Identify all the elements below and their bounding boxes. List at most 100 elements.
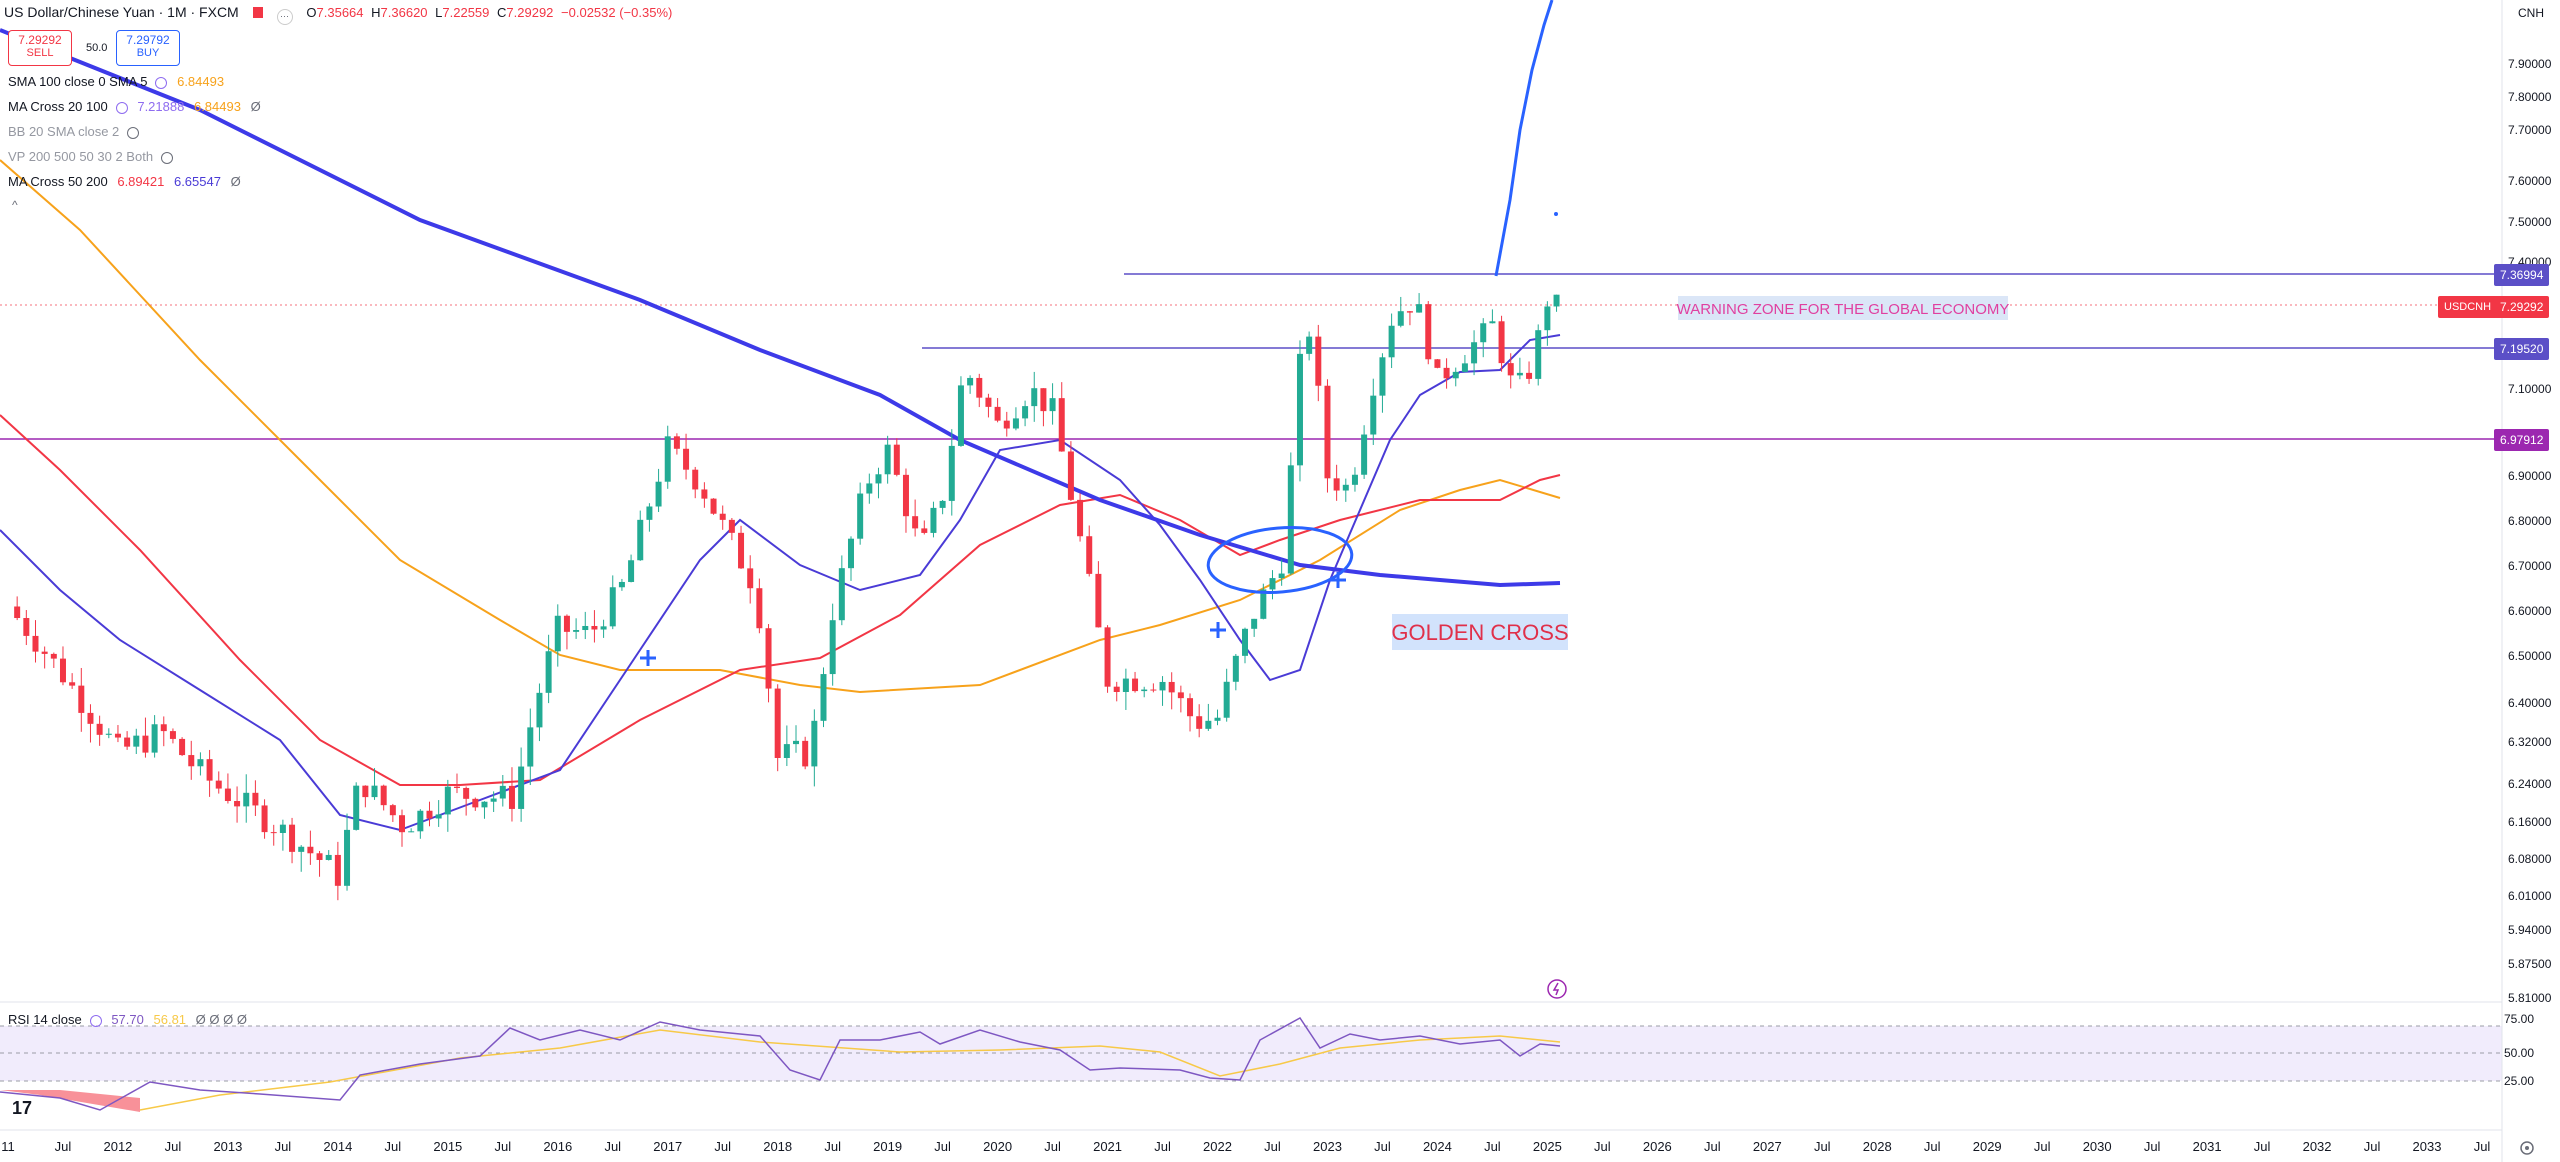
candle[interactable] xyxy=(1113,686,1120,692)
candle[interactable] xyxy=(847,538,854,569)
candle[interactable] xyxy=(270,832,277,834)
candle[interactable] xyxy=(893,444,900,475)
candle[interactable] xyxy=(87,712,94,724)
more-icon[interactable]: ⋯ xyxy=(276,9,293,25)
candle[interactable] xyxy=(1406,311,1413,313)
time-axis[interactable]: 11 Jul 2012 Jul 2013 Jul 2014 Jul 2015 Jul 2016 Jul… xyxy=(1,1139,2490,1154)
candle[interactable] xyxy=(206,759,213,781)
candle[interactable] xyxy=(197,759,204,767)
candle[interactable] xyxy=(1296,353,1303,466)
candle[interactable] xyxy=(957,385,964,446)
candle[interactable] xyxy=(279,824,286,833)
candle[interactable] xyxy=(921,528,928,533)
candle[interactable] xyxy=(985,397,992,407)
candle[interactable] xyxy=(838,568,845,621)
candle[interactable] xyxy=(169,731,176,739)
candle[interactable] xyxy=(371,785,378,798)
candle[interactable] xyxy=(344,829,351,886)
candle[interactable] xyxy=(994,406,1001,421)
candle[interactable] xyxy=(1012,418,1019,429)
candle[interactable] xyxy=(1526,372,1533,379)
candle[interactable] xyxy=(554,615,561,652)
candle[interactable] xyxy=(426,810,433,819)
candle[interactable] xyxy=(884,444,891,475)
candle[interactable] xyxy=(261,805,268,833)
candle[interactable] xyxy=(399,815,406,833)
symbol-title[interactable]: US Dollar/Chinese Yuan · 1M · FXCM xyxy=(4,4,239,20)
candle[interactable] xyxy=(1040,388,1047,412)
hidden-eye-icon[interactable] xyxy=(127,126,140,139)
indicator-ma-cross-20-100[interactable]: MA Cross 20 100 7.21888 6.84493 Ø xyxy=(8,99,261,114)
candle[interactable] xyxy=(1425,304,1432,360)
candle[interactable] xyxy=(14,606,21,619)
golden-cross-box[interactable] xyxy=(1392,614,1568,650)
candle[interactable] xyxy=(719,513,726,520)
candle[interactable] xyxy=(1196,716,1203,729)
candle[interactable] xyxy=(453,786,460,788)
price-tag-current[interactable]: 7.29292 xyxy=(2494,296,2550,318)
candle[interactable] xyxy=(1232,655,1239,682)
indicator-sma-100[interactable]: SMA 100 close 0 SMA 5 6.84493 xyxy=(8,74,225,89)
candle[interactable] xyxy=(1260,589,1267,619)
candle[interactable] xyxy=(179,738,186,756)
candle[interactable] xyxy=(820,674,827,721)
candle[interactable] xyxy=(1031,388,1038,407)
candle[interactable] xyxy=(774,688,781,758)
candle[interactable] xyxy=(1214,717,1221,721)
candle[interactable] xyxy=(902,474,909,517)
candle[interactable] xyxy=(243,792,250,807)
candle[interactable] xyxy=(435,814,442,819)
candle[interactable] xyxy=(334,854,341,886)
flag-icon[interactable] xyxy=(252,7,263,18)
buy-button[interactable]: 7.29792 BUY xyxy=(116,30,180,66)
candle[interactable] xyxy=(738,532,745,569)
hidden-eye-icon[interactable] xyxy=(161,151,174,164)
candle[interactable] xyxy=(673,436,680,449)
candle[interactable] xyxy=(114,733,121,738)
candle[interactable] xyxy=(536,692,543,728)
candle[interactable] xyxy=(829,620,836,675)
price-tag-6-98[interactable]: 6.97912 xyxy=(2494,429,2550,451)
rsi-legend[interactable]: RSI 14 close 57.70 56.81 Ø Ø Ø Ø xyxy=(8,1012,247,1027)
candle[interactable] xyxy=(811,720,818,767)
candle[interactable] xyxy=(1498,321,1505,364)
candle[interactable] xyxy=(1223,681,1230,718)
candle[interactable] xyxy=(1058,398,1065,452)
candle[interactable] xyxy=(563,615,570,632)
indicator-vp-200[interactable]: VP 200 500 50 30 2 Both xyxy=(8,149,174,164)
candle[interactable] xyxy=(1351,474,1358,485)
candle[interactable] xyxy=(508,785,515,809)
candle[interactable] xyxy=(380,785,387,806)
candle[interactable] xyxy=(69,682,76,686)
price-axis[interactable]: 7.900007.800007.700007.600007.500007.400… xyxy=(2508,57,2552,1005)
candle[interactable] xyxy=(756,588,763,629)
candle[interactable] xyxy=(96,723,103,735)
candle[interactable] xyxy=(527,727,534,767)
candle[interactable] xyxy=(1022,406,1029,419)
sell-button[interactable]: 7.29292 SELL xyxy=(8,30,72,66)
candle[interactable] xyxy=(1516,372,1523,376)
candle[interactable] xyxy=(1315,336,1322,386)
indicator-ma-cross-50-200[interactable]: MA Cross 50 200 6.89421 6.65547 Ø xyxy=(8,174,241,189)
candle[interactable] xyxy=(417,810,424,832)
candle[interactable] xyxy=(1095,573,1102,628)
candle[interactable] xyxy=(1489,321,1496,324)
visibility-eye-icon[interactable] xyxy=(89,1014,102,1027)
candle[interactable] xyxy=(930,507,937,533)
candle[interactable] xyxy=(1544,306,1551,331)
candle[interactable] xyxy=(215,780,222,789)
candle[interactable] xyxy=(1480,323,1487,343)
candle[interactable] xyxy=(463,787,470,799)
candle[interactable] xyxy=(151,724,158,753)
candle[interactable] xyxy=(1159,681,1166,691)
candle[interactable] xyxy=(545,651,552,693)
candle[interactable] xyxy=(133,735,140,747)
candle[interactable] xyxy=(1177,692,1184,699)
candle[interactable] xyxy=(1553,294,1560,307)
candle[interactable] xyxy=(747,568,754,589)
candle[interactable] xyxy=(1205,720,1212,729)
candle[interactable] xyxy=(655,481,662,507)
visibility-eye-icon[interactable] xyxy=(115,101,128,114)
candle[interactable] xyxy=(1242,628,1248,656)
indicator-bb-20[interactable]: BB 20 SMA close 2 xyxy=(8,124,140,139)
